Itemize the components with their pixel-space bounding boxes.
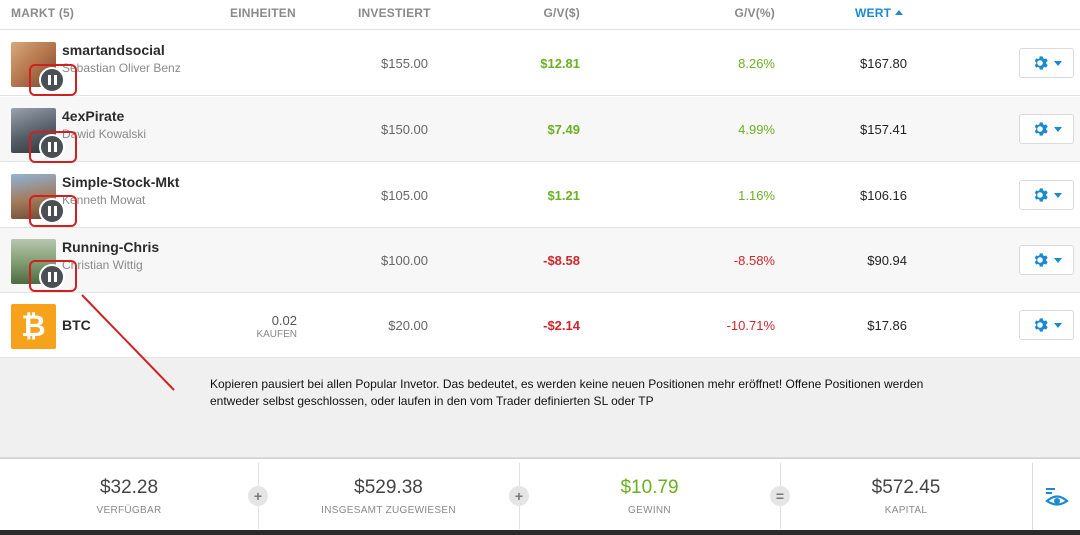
profit-loss-value: $12.81 <box>540 56 580 71</box>
account-summary-footer: $32.28 VERFÜGBAR + $529.38 INSGESAMT ZUG… <box>0 458 1080 531</box>
table-header: MARKT (5) EINHEITEN INVESTIERT G/V($) G/… <box>0 0 1080 30</box>
chevron-down-icon <box>1053 257 1062 263</box>
position-value: $90.94 <box>867 253 907 268</box>
profit-loss-percent: -8.58% <box>733 253 775 268</box>
sort-arrow-icon <box>895 10 904 15</box>
stat-label: INSGESAMT ZUGEWIESEN <box>321 505 456 516</box>
annotation-note: Kopieren pausiert bei allen Popular Inve… <box>210 377 924 408</box>
position-value: $167.80 <box>860 56 907 71</box>
header-investiert[interactable]: INVESTIERT <box>358 6 431 20</box>
table-row[interactable]: Running-Chris Christian Wittig $100.00 -… <box>0 228 1080 293</box>
header-gv[interactable]: G/V($) <box>543 6 580 20</box>
invested-value: $155.00 <box>381 56 428 71</box>
stat-verfuegbar: $32.28 VERFÜGBAR <box>0 477 258 516</box>
annotation-highlight-box <box>29 131 77 163</box>
investor-username[interactable]: 4exPirate <box>62 108 125 124</box>
equals-operator: = <box>770 486 790 506</box>
gear-icon <box>1034 318 1048 332</box>
pause-icon[interactable] <box>39 67 65 93</box>
annotation-highlight-box <box>29 64 77 96</box>
pause-bars <box>47 272 57 282</box>
gear-icon <box>1034 56 1048 70</box>
table-row[interactable]: 4exPirate Dawid Kowalski $150.00 $7.49 4… <box>0 97 1080 162</box>
position-value: $157.41 <box>860 122 907 137</box>
stat-value: $32.28 <box>99 477 159 498</box>
investor-fullname: Christian Wittig <box>62 258 143 272</box>
position-value: $17.86 <box>867 318 907 333</box>
settings-dropdown-button[interactable] <box>1019 48 1074 78</box>
investor-username[interactable]: Running-Chris <box>62 239 160 255</box>
profit-loss-value: $7.49 <box>547 122 580 137</box>
stat-label: VERFÜGBAR <box>96 505 162 516</box>
stat-label: KAPITAL <box>884 505 928 516</box>
pause-icon[interactable] <box>39 134 65 160</box>
gear-icon <box>1034 188 1048 202</box>
stat-value: $10.79 <box>620 477 679 498</box>
header-wert-label: WERT <box>855 6 892 20</box>
table-row[interactable]: ₿ BTC 0.02 KAUFEN $20.00 -$2.14 -10.71% … <box>0 293 1080 358</box>
stat-value: $529.38 <box>354 477 423 498</box>
investor-username[interactable]: smartandsocial <box>62 42 165 58</box>
pause-bars <box>47 75 57 85</box>
plus-operator: + <box>248 486 268 506</box>
stat-value: $572.45 <box>871 477 941 498</box>
eye-icon <box>1044 488 1069 506</box>
profit-loss-value: $1.21 <box>547 188 580 203</box>
profit-loss-percent: 8.26% <box>738 56 775 71</box>
gear-icon <box>1034 122 1048 136</box>
plus-operator: + <box>509 486 529 506</box>
view-toggle-button[interactable] <box>1032 463 1080 531</box>
settings-dropdown-button[interactable] <box>1019 114 1074 144</box>
header-wert[interactable]: WERT <box>855 6 904 20</box>
table-row[interactable]: Simple-Stock-Mkt Kenneth Mowat $105.00 $… <box>0 163 1080 228</box>
chevron-down-icon <box>1053 126 1062 132</box>
profit-loss-percent: 4.99% <box>738 122 775 137</box>
header-einheiten[interactable]: EINHEITEN <box>230 6 296 20</box>
header-gvp[interactable]: G/V(%) <box>734 6 775 20</box>
stat-label: GEWINN <box>628 505 671 516</box>
profit-loss-value: -$8.58 <box>543 253 580 268</box>
chevron-down-icon <box>1053 322 1062 328</box>
annotation-area: Kopieren pausiert bei allen Popular Inve… <box>0 358 1080 458</box>
pause-icon[interactable] <box>39 198 65 224</box>
bitcoin-icon: ₿ <box>11 304 56 349</box>
profit-loss-percent: -10.71% <box>726 318 775 333</box>
pause-icon[interactable] <box>39 264 65 290</box>
investor-fullname: Dawid Kowalski <box>62 127 147 141</box>
annotation-highlight-box <box>29 195 77 227</box>
investor-fullname: Kenneth Mowat <box>62 193 146 207</box>
position-value: $106.16 <box>860 188 907 203</box>
units-value: 0.02 <box>271 313 297 328</box>
units-cell: 0.02 KAUFEN <box>256 313 297 340</box>
invested-value: $20.00 <box>388 318 428 333</box>
stat-kapital: $572.45 KAPITAL <box>780 477 1032 516</box>
gear-icon <box>1034 253 1048 267</box>
taskbar-strip <box>0 530 1080 535</box>
asset-name[interactable]: BTC <box>62 317 91 333</box>
profit-loss-value: -$2.14 <box>543 318 580 333</box>
settings-dropdown-button[interactable] <box>1019 245 1074 275</box>
chevron-down-icon <box>1053 60 1062 66</box>
investor-username[interactable]: Simple-Stock-Mkt <box>62 174 180 190</box>
pause-bars <box>47 206 57 216</box>
invested-value: $150.00 <box>381 122 428 137</box>
investor-fullname: Sebastian Oliver Benz <box>62 61 181 75</box>
units-direction: KAUFEN <box>256 329 297 340</box>
pause-bars <box>47 142 57 152</box>
profit-loss-percent: 1.16% <box>738 188 775 203</box>
settings-dropdown-button[interactable] <box>1019 310 1074 340</box>
chevron-down-icon <box>1053 192 1062 198</box>
invested-value: $105.00 <box>381 188 428 203</box>
invested-value: $100.00 <box>381 253 428 268</box>
table-row[interactable]: smartandsocial Sebastian Oliver Benz $15… <box>0 31 1080 96</box>
settings-dropdown-button[interactable] <box>1019 180 1074 210</box>
stat-gewinn: $10.79 GEWINN <box>519 477 780 516</box>
header-markt[interactable]: MARKT (5) <box>11 6 75 20</box>
stat-zugewiesen: $529.38 INSGESAMT ZUGEWIESEN <box>258 477 519 516</box>
annotation-highlight-box <box>29 260 77 292</box>
